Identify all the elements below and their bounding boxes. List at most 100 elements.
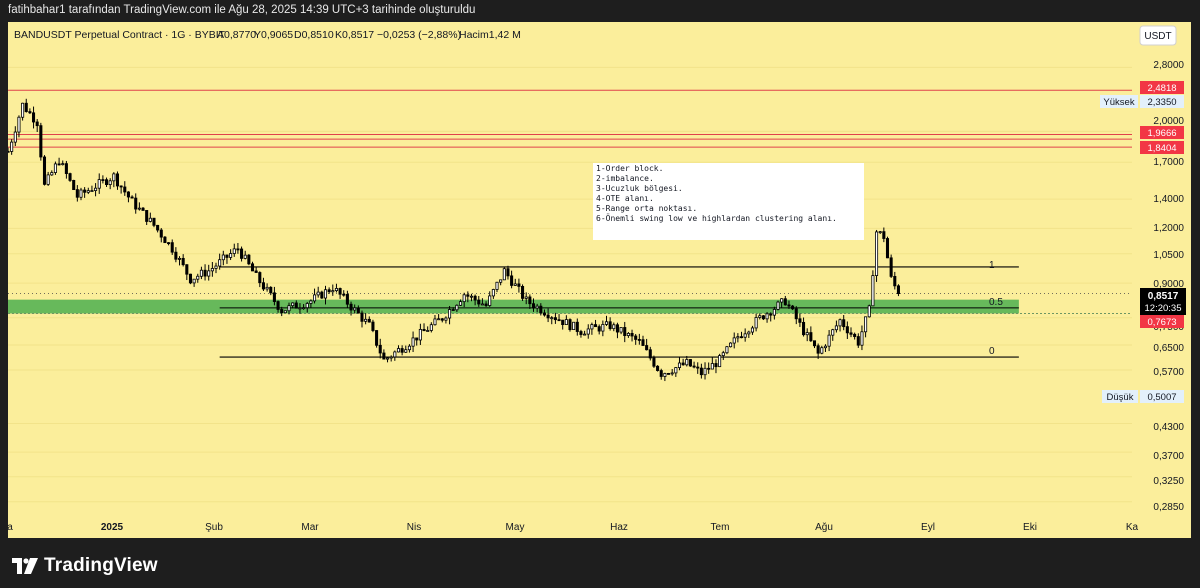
candle-up — [214, 265, 218, 269]
price-scale[interactable]: 2,8000 2,0000 1,7000 1,4000 1,2000 1,050… — [1153, 60, 1184, 513]
candle-up — [685, 359, 689, 366]
candle-up — [353, 307, 357, 311]
price-tick: 1,4000 — [1153, 194, 1184, 205]
candle-up — [210, 268, 214, 272]
candle-up — [323, 289, 328, 299]
candle-up — [426, 330, 430, 332]
candle-down — [42, 156, 47, 185]
candle-down — [422, 328, 426, 332]
time-tick: Mar — [301, 522, 319, 533]
candle-up — [626, 333, 630, 336]
candle-up — [612, 324, 616, 330]
candle-up — [524, 296, 528, 299]
candle-down — [83, 189, 87, 193]
time-tick: Tem — [711, 522, 730, 533]
candle-down — [517, 283, 521, 287]
candle-up — [94, 187, 98, 191]
candle-down — [630, 333, 634, 337]
candle-down — [802, 321, 806, 336]
candle-up — [721, 352, 725, 357]
fib-label-0-5: 0.5 — [989, 297, 1003, 308]
chart-frame[interactable]: BANDUSDT Perpetual Contract · 1G · BYBIT… — [8, 22, 1191, 538]
candle-down — [451, 309, 455, 311]
candle-down — [809, 332, 813, 342]
candle-up — [491, 289, 495, 297]
currency-button[interactable]: USDT — [1139, 25, 1177, 46]
candle-up — [389, 356, 393, 359]
candle-up — [499, 279, 503, 283]
candle-down — [553, 317, 557, 321]
candle-up — [878, 231, 882, 234]
candle-down — [360, 312, 364, 322]
candle-down — [39, 125, 43, 158]
candle-down — [356, 307, 360, 314]
candle-down — [893, 276, 897, 287]
candle-down — [783, 298, 787, 306]
notes-box[interactable]: 1-Order block. 2-imbalance. 3-Ucuzluk bö… — [593, 163, 864, 240]
price-tick: 2,8000 — [1153, 60, 1184, 71]
candle-up — [838, 319, 842, 327]
candle-down — [24, 102, 28, 112]
tradingview-logo[interactable]: TradingView — [12, 555, 158, 577]
candle-down — [656, 365, 660, 371]
legend-low: D0,8510 — [294, 29, 334, 41]
candle-up — [17, 116, 21, 133]
note-line-6: 6-Önemli swing low ve highlardan cluster… — [596, 213, 837, 223]
candle-up — [316, 291, 320, 296]
candle-down — [510, 275, 514, 286]
candle-down — [141, 207, 145, 211]
candle-down — [8, 150, 10, 153]
candle-up — [243, 254, 247, 259]
candle-down — [794, 308, 798, 320]
candle-down — [849, 332, 853, 335]
candle-down — [349, 303, 353, 311]
price-tick: 1,7000 — [1153, 157, 1184, 168]
candle-down — [57, 163, 61, 166]
candle-down — [72, 179, 76, 191]
candle-down — [32, 112, 36, 123]
candle-up — [108, 180, 112, 186]
candle-down — [889, 257, 893, 277]
candle-up — [502, 268, 506, 281]
candle-up — [758, 315, 762, 318]
candle-up — [407, 345, 411, 351]
candle-down — [115, 173, 120, 187]
grid-lines — [8, 66, 1132, 503]
candle-up — [229, 253, 233, 258]
candle-up — [418, 328, 422, 341]
candle-up — [583, 333, 587, 336]
candle-down — [258, 272, 262, 284]
time-axis[interactable]: a 2025 Şub Mar Nis May Haz Tem Ağu Eyl E… — [8, 522, 1139, 533]
candle-down — [145, 210, 149, 222]
candle-down — [531, 303, 536, 309]
candle-up — [232, 248, 236, 254]
candle-down — [542, 312, 546, 316]
candle-up — [834, 325, 838, 331]
current-price-text: 0,8517 — [1148, 291, 1179, 302]
price-tick: 0,5700 — [1153, 367, 1184, 378]
high-value-text: 2,3350 — [1147, 97, 1176, 108]
candle-up — [670, 372, 674, 375]
candle-up — [364, 318, 368, 322]
candle-down — [473, 295, 477, 301]
legend-change: −0,0253 (−2,88%) — [377, 29, 461, 41]
candle-up — [747, 331, 751, 335]
candle-up — [820, 347, 824, 354]
price-tick: 0,3700 — [1153, 451, 1184, 462]
candle-down — [101, 179, 105, 181]
price-tick: 0,2850 — [1153, 502, 1184, 513]
candle-up — [677, 362, 682, 368]
candle-down — [882, 231, 886, 239]
candle-up — [513, 283, 517, 286]
legend-high: Y0,9065 — [254, 29, 293, 41]
candle-up — [298, 307, 302, 310]
candle-down — [896, 285, 900, 295]
candle-down — [247, 254, 251, 265]
candle-down — [440, 318, 444, 321]
time-tick: a — [8, 522, 13, 533]
candlestick-chart[interactable]: BANDUSDT Perpetual Contract · 1G · BYBIT… — [8, 22, 1191, 538]
candle-up — [177, 257, 182, 260]
footer-bar — [0, 538, 1200, 588]
candle-up — [404, 349, 408, 353]
candle-down — [688, 359, 692, 367]
